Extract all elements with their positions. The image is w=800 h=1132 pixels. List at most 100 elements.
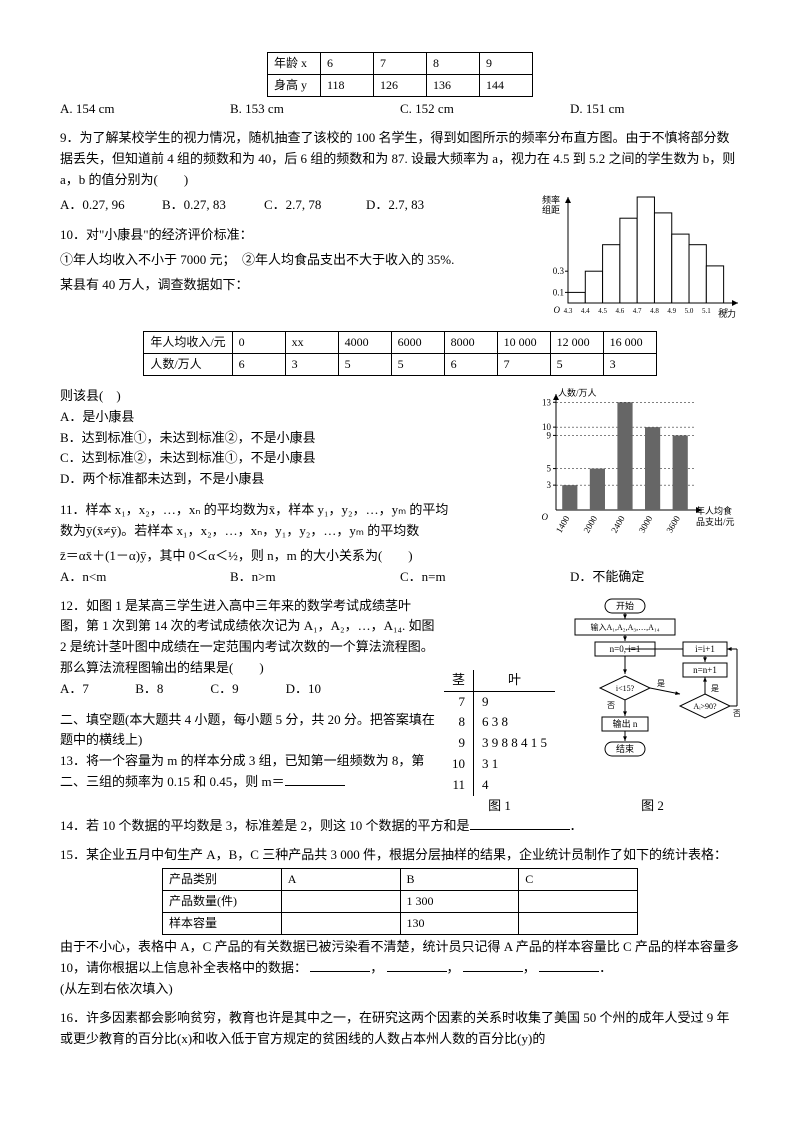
svg-text:4.4: 4.4 xyxy=(581,307,590,315)
svg-text:组距: 组距 xyxy=(542,204,560,215)
stem-leaf-plot: 茎叶 79 86 3 8 93 9 8 8 4 1 5 103 1 114 xyxy=(444,670,555,796)
opt-a: A．0.27, 96 xyxy=(60,195,162,216)
cell: 12 000 xyxy=(550,331,603,353)
q16-text: 16．许多因素都会影响贫穷，教育也许是其中之一，在研究这两个因素的关系时收集了美… xyxy=(60,1008,740,1050)
q9-text: 9．为了解某校学生的视力情况，随机抽查了该校的 100 名学生，得到如图所示的频… xyxy=(60,128,740,190)
q8-block: 年龄 x 6 7 8 9 身高 y 118 126 136 144 A. 154… xyxy=(60,50,740,120)
q9-histogram: 0.10.34.34.44.54.64.74.84.95.05.15.2频率组距… xyxy=(540,191,740,321)
cell: 年龄 x xyxy=(268,53,321,75)
blank xyxy=(387,958,447,972)
svg-text:5.1: 5.1 xyxy=(702,307,711,315)
svg-text:人数/万人: 人数/万人 xyxy=(558,387,597,398)
cell: 3 xyxy=(285,353,338,375)
svg-text:是: 是 xyxy=(657,679,665,688)
cell: 16 000 xyxy=(603,331,656,353)
cell: 5 xyxy=(391,353,444,375)
q15-after2: (从左到右依次填入) xyxy=(60,979,740,1000)
svg-text:年人均食: 年人均食 xyxy=(696,505,732,516)
cell: 6 xyxy=(321,53,374,75)
svg-text:是: 是 xyxy=(711,684,719,693)
cell: 5 xyxy=(338,353,391,375)
q10-bar-chart: 359101314002000240030003600人数/万人年人均食品支出/… xyxy=(530,386,740,546)
cell: 6000 xyxy=(391,331,444,353)
svg-text:Aᵢ>90?: Aᵢ>90? xyxy=(693,702,717,711)
svg-text:n=n+1: n=n+1 xyxy=(693,665,717,675)
svg-text:4.9: 4.9 xyxy=(667,307,676,315)
cell: 144 xyxy=(480,75,533,97)
cell: 4000 xyxy=(338,331,391,353)
svg-text:10: 10 xyxy=(542,422,552,432)
cell: 7 xyxy=(374,53,427,75)
cell: 3 xyxy=(603,353,656,375)
svg-text:否: 否 xyxy=(733,709,740,718)
cell: 8000 xyxy=(444,331,497,353)
svg-text:0.3: 0.3 xyxy=(553,266,565,276)
q15-after1: 由于不小心，表格中 A，C 产品的有关数据已被污染看不清楚，统计员只记得 A 产… xyxy=(60,937,740,979)
cell: 10 000 xyxy=(497,331,550,353)
blank xyxy=(285,772,345,786)
opt-b: B．0.27, 83 xyxy=(162,195,264,216)
svg-text:输入A₁,A₂,A₃,…,A₁₄: 输入A₁,A₂,A₃,…,A₁₄ xyxy=(590,622,659,632)
svg-text:视力: 视力 xyxy=(718,308,736,319)
q8-options: A. 154 cm B. 153 cm C. 152 cm D. 151 cm xyxy=(60,99,740,120)
svg-text:3600: 3600 xyxy=(664,514,682,535)
blank xyxy=(463,958,523,972)
svg-text:否: 否 xyxy=(607,701,615,710)
q15-text: 15．某企业五月中旬生产 A，B，C 三种产品共 3 000 件，根据分层抽样的… xyxy=(60,845,740,866)
opt-d: D. 151 cm xyxy=(570,99,740,120)
svg-text:i<15?: i<15? xyxy=(616,684,635,693)
q12-text: 12．如图 1 是某高三学生进入高中三年来的数学考试成绩茎叶图，第 1 次到第 … xyxy=(60,596,436,679)
q8-table: 年龄 x 6 7 8 9 身高 y 118 126 136 144 xyxy=(267,52,533,97)
q10-table: 年人均收入/元 0 xx 4000 6000 8000 10 000 12 00… xyxy=(143,331,656,376)
cell: xx xyxy=(285,331,338,353)
svg-text:5.0: 5.0 xyxy=(685,307,694,315)
fig2-label: 图 2 xyxy=(641,796,664,817)
cell: 8 xyxy=(427,53,480,75)
q13-text: 13．将一个容量为 m 的样本分成 3 组，已知第一组频数为 8，第二、三组的频… xyxy=(60,751,436,793)
opt-d: D．10 xyxy=(286,679,361,700)
opt-b: B．n>m xyxy=(230,567,400,588)
opt-d: D．2.7, 83 xyxy=(366,195,468,216)
q9-block: 9．为了解某校学生的视力情况，随机抽查了该校的 100 名学生，得到如图所示的频… xyxy=(60,128,740,320)
opt-c: C．2.7, 78 xyxy=(264,195,366,216)
cell: 6 xyxy=(232,353,285,375)
q10-lower: 359101314002000240030003600人数/万人年人均食品支出/… xyxy=(60,386,740,588)
svg-text:3: 3 xyxy=(547,480,552,490)
cell: 7 xyxy=(497,353,550,375)
q12-block: 12．如图 1 是某高三学生进入高中三年来的数学考试成绩茎叶图，第 1 次到第 … xyxy=(60,596,740,817)
q15-block: 15．某企业五月中旬生产 A，B，C 三种产品共 3 000 件，根据分层抽样的… xyxy=(60,845,740,1000)
opt-d: D．不能确定 xyxy=(570,567,740,588)
cell: 0 xyxy=(232,331,285,353)
svg-text:结束: 结束 xyxy=(616,743,634,754)
cell: 人数/万人 xyxy=(144,353,232,375)
opt-a: A．7 xyxy=(60,679,135,700)
opt-a: A．n<m xyxy=(60,567,230,588)
svg-text:4.3: 4.3 xyxy=(564,307,573,315)
q15-table: 产品类别 A B C 产品数量(件) 1 300 样本容量 130 xyxy=(162,868,638,936)
svg-text:2000: 2000 xyxy=(581,514,599,535)
opt-b: B．8 xyxy=(135,679,210,700)
cell: 136 xyxy=(427,75,480,97)
cell: 9 xyxy=(480,53,533,75)
cell: 126 xyxy=(374,75,427,97)
cell: 118 xyxy=(321,75,374,97)
svg-text:4.5: 4.5 xyxy=(598,307,607,315)
svg-text:输出 n: 输出 n xyxy=(613,718,638,729)
svg-text:2400: 2400 xyxy=(609,514,627,535)
opt-c: C. 152 cm xyxy=(400,99,570,120)
opt-b: B. 153 cm xyxy=(230,99,400,120)
svg-text:品支出/元: 品支出/元 xyxy=(696,516,735,527)
section2-title: 二、填空题(本大题共 4 小题，每小题 5 分，共 20 分。把答案填在题中的横… xyxy=(60,710,436,752)
blank xyxy=(470,816,570,830)
svg-text:4.7: 4.7 xyxy=(633,307,642,315)
svg-text:13: 13 xyxy=(542,397,552,407)
svg-text:O: O xyxy=(554,305,561,315)
opt-c: C．n=m xyxy=(400,567,570,588)
svg-text:4.8: 4.8 xyxy=(650,307,659,315)
svg-text:0.1: 0.1 xyxy=(553,287,564,297)
cell: 6 xyxy=(444,353,497,375)
blank xyxy=(310,958,370,972)
q14-text: 14．若 10 个数据的平均数是 3，标准差是 2，则这 10 个数据的平方和是… xyxy=(60,816,740,837)
cell: 5 xyxy=(550,353,603,375)
flowchart: 开始输入A₁,A₂,A₃,…,A₁₄n=0, i=1i=i+1n=n+1i<15… xyxy=(565,596,740,796)
